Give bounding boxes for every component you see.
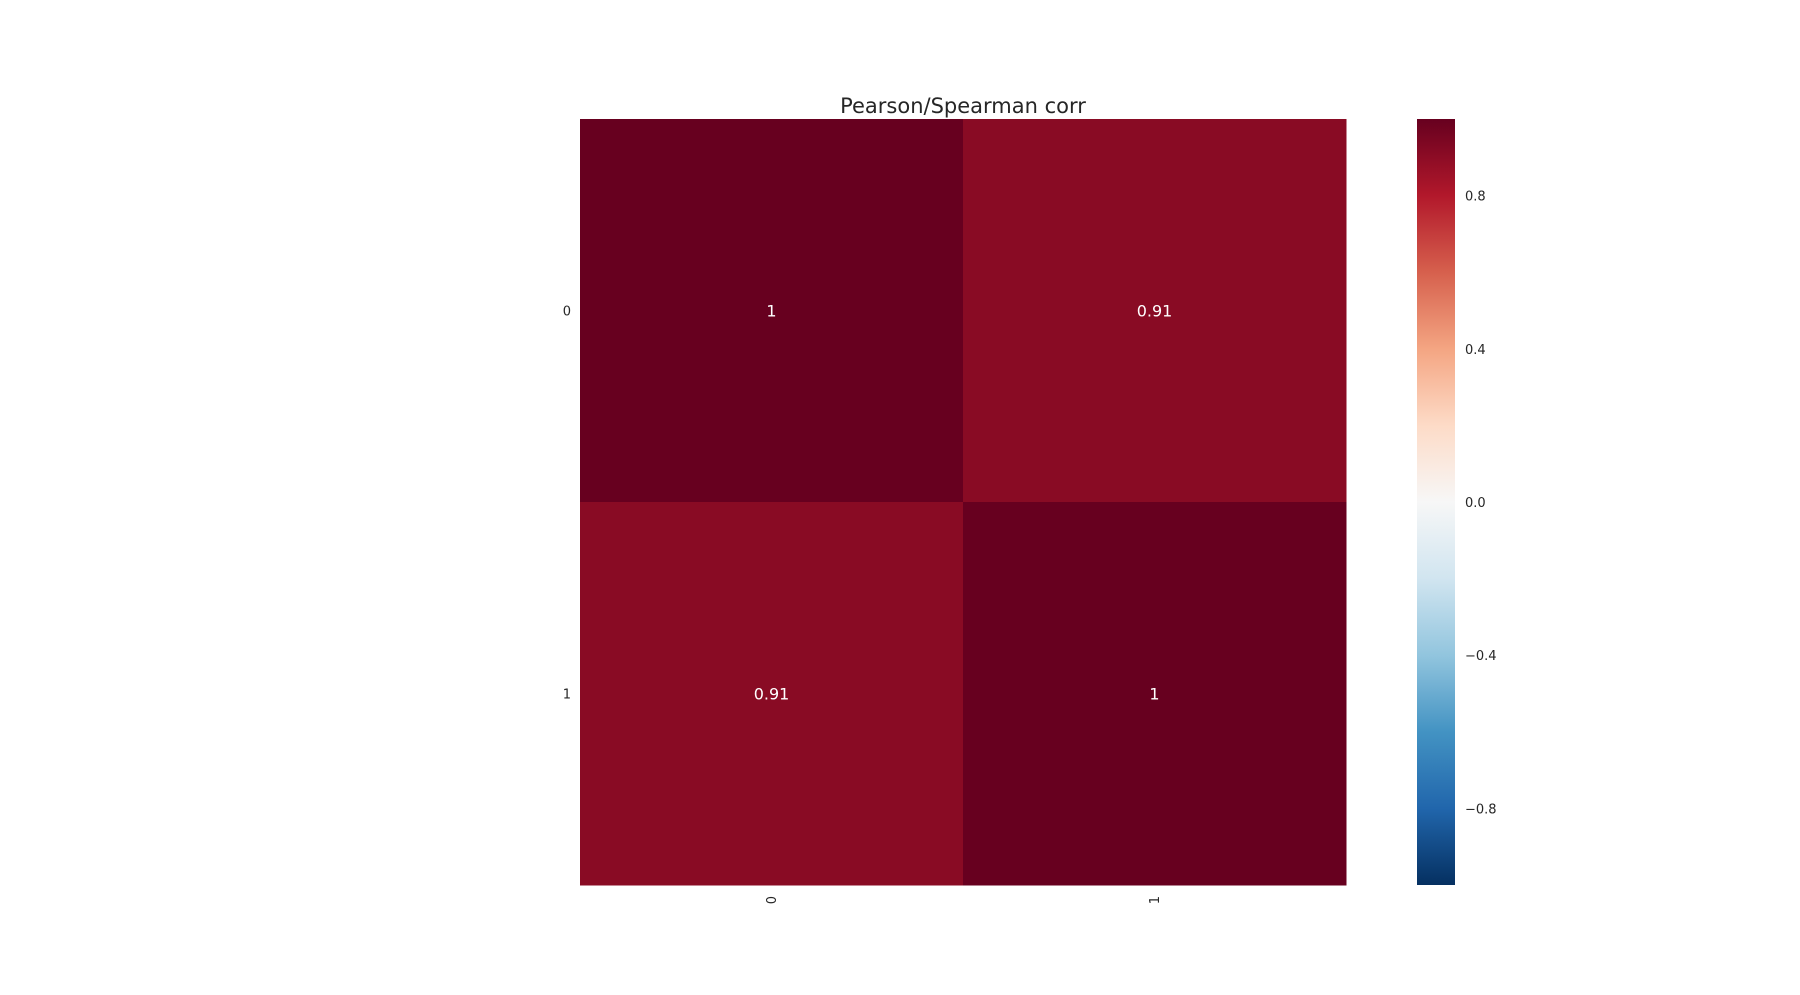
y-tick-labels: 01 [563, 305, 571, 703]
colorbar-tick-label: 0.4 [1465, 343, 1486, 358]
x-tick-label: 1 [1148, 896, 1163, 904]
y-tick-label: 1 [563, 688, 571, 703]
heatmap-annotations: 1 0.91 0.91 1 [754, 302, 1173, 704]
heatmap-cell [580, 502, 964, 886]
cell-annotation: 1 [766, 302, 776, 321]
heatmap-cell [963, 119, 1347, 503]
chart-title: Pearson/Spearman corr [840, 94, 1086, 118]
y-tick-label: 0 [563, 305, 571, 320]
heatmap-cells [580, 119, 1347, 886]
cell-annotation: 0.91 [754, 685, 790, 704]
x-tick-label: 0 [765, 896, 780, 904]
cell-annotation: 1 [1149, 685, 1159, 704]
cell-annotation: 0.91 [1137, 302, 1173, 321]
colorbar-tick-label: 0.8 [1465, 190, 1486, 205]
colorbar-tick-labels: 0.8 0.4 0.0 −0.4 −0.8 [1465, 190, 1497, 818]
heatmap-cell [580, 119, 964, 503]
colorbar-tick-label: −0.8 [1465, 802, 1497, 817]
colorbar-tick-label: 0.0 [1465, 496, 1486, 511]
colorbar [1417, 119, 1455, 885]
heatmap-cell [963, 502, 1347, 886]
colorbar-tick-label: −0.4 [1465, 649, 1497, 664]
